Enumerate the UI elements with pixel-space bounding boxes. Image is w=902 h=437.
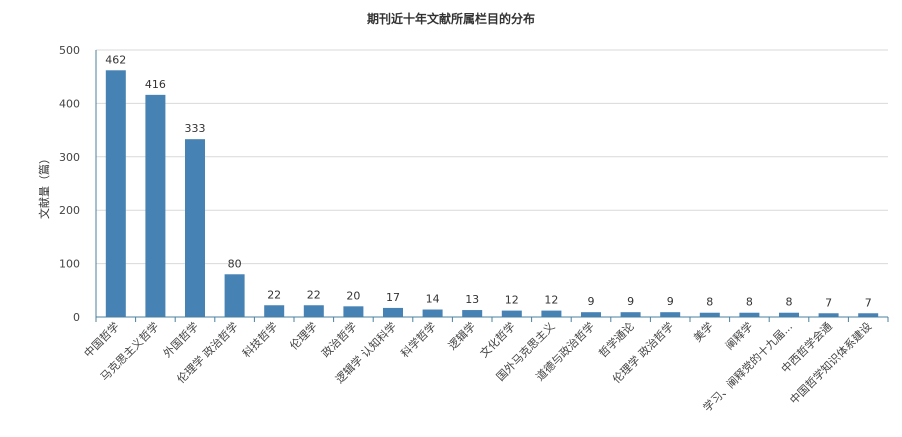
x-tick-label: 科技哲学 [239, 319, 280, 360]
y-axis-label: 文献量（篇） [37, 153, 51, 219]
data-label: 80 [228, 257, 242, 270]
bar [303, 305, 324, 317]
bars [105, 70, 879, 318]
x-tick-label: 美学 [690, 319, 715, 344]
data-labels: 462 416 333 80 22 22 20 17 14 13 12 12 9 9 9 8 8 8 7 7 [105, 53, 871, 309]
bar [699, 312, 720, 317]
bar [224, 274, 245, 317]
data-label: 9 [627, 295, 634, 308]
bar [858, 313, 879, 317]
y-tick-label: 100 [59, 258, 80, 271]
bar [501, 310, 522, 317]
tick-labels: 0100200300400500中国哲学马克思主义哲学 外国哲学伦理学 政治哲学科… [59, 44, 874, 414]
data-label: 22 [307, 288, 321, 301]
data-label: 8 [746, 296, 753, 309]
bar [264, 305, 285, 317]
data-label: 333 [185, 122, 206, 135]
x-tick-label: 逻辑学 [445, 319, 478, 352]
data-label: 7 [825, 296, 832, 309]
bar [185, 139, 205, 317]
x-tick-label: 伦理学 [287, 319, 320, 352]
data-label: 8 [786, 296, 793, 309]
y-tick-label: 300 [59, 151, 80, 164]
x-tick-label: 科学哲学 [398, 319, 439, 360]
data-label: 13 [465, 293, 479, 306]
data-label: 416 [145, 78, 166, 91]
data-label: 462 [105, 53, 126, 66]
data-label: 22 [267, 288, 281, 301]
y-tick-label: 500 [59, 44, 80, 57]
axes [95, 50, 889, 322]
bar [145, 94, 166, 317]
x-tick-label: 哲学通论 [596, 319, 637, 360]
gridlines [96, 49, 888, 265]
data-label: 7 [865, 296, 872, 309]
data-label: 12 [544, 294, 558, 307]
bar [541, 310, 562, 317]
x-tick-label: 中国哲学 [81, 319, 122, 360]
bar [818, 313, 839, 317]
y-tick-label: 400 [59, 97, 80, 110]
bar [660, 312, 681, 317]
x-tick-label: 外国哲学 [160, 319, 201, 360]
bar [779, 312, 799, 317]
data-label: 20 [346, 289, 360, 302]
bar [343, 306, 364, 317]
bar [462, 310, 483, 317]
data-label: 12 [505, 294, 519, 307]
data-label: 17 [386, 291, 400, 304]
x-tick-label: 政治哲学 [319, 319, 360, 360]
y-tick-label: 0 [73, 311, 80, 324]
bar [620, 312, 641, 317]
bar [422, 309, 443, 317]
chart-title: 期刊近十年文献所属栏目的分布 [366, 12, 535, 26]
x-tick-label: 阐释学 [722, 319, 755, 352]
y-tick-label: 200 [59, 204, 80, 217]
bar [383, 307, 403, 317]
bar [739, 312, 760, 317]
bar [105, 70, 126, 318]
x-tick-label: 文化哲学 [477, 319, 518, 360]
data-label: 9 [588, 295, 595, 308]
bar [581, 312, 601, 317]
data-label: 9 [667, 295, 674, 308]
data-label: 14 [426, 293, 440, 306]
data-label: 8 [706, 296, 713, 309]
